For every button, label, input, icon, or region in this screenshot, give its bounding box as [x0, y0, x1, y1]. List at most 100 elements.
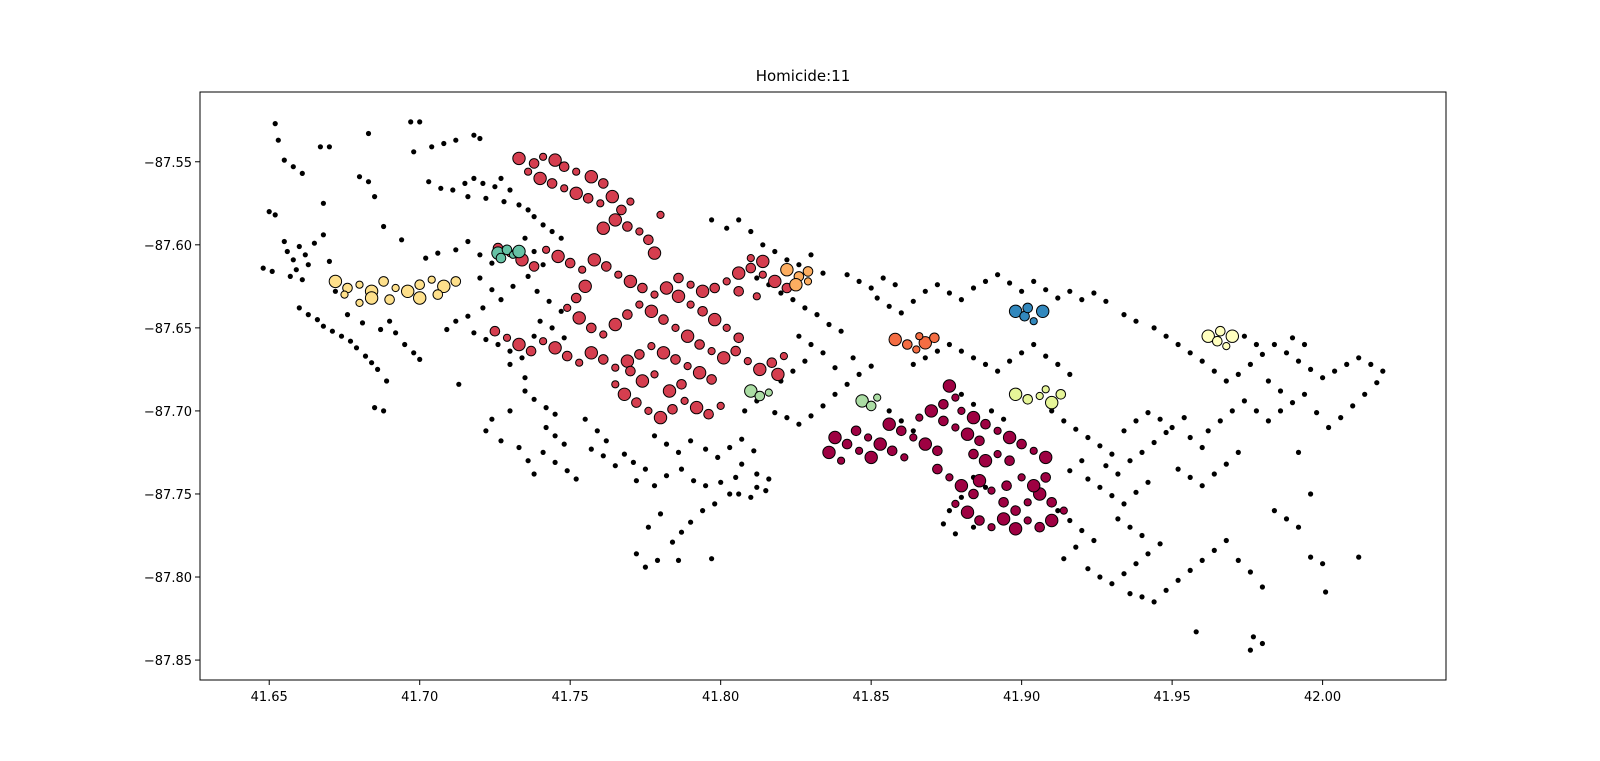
noise-point: [471, 175, 477, 181]
noise-point: [561, 335, 567, 341]
cluster-red-point: [584, 346, 598, 360]
noise-point: [898, 310, 904, 316]
noise-point: [868, 363, 874, 369]
y-tick-label: −87.60: [144, 239, 192, 254]
noise-point: [688, 519, 694, 525]
noise-point: [633, 478, 640, 484]
noise-point: [441, 140, 447, 147]
cluster-red-point: [598, 178, 609, 189]
noise-point: [299, 277, 305, 283]
noise-point: [874, 295, 880, 301]
noise-point: [796, 262, 802, 268]
noise-point: [1115, 471, 1121, 477]
cluster-darkred-point: [873, 437, 887, 451]
noise-point: [790, 368, 796, 374]
noise-point: [802, 305, 808, 311]
noise-point: [1139, 449, 1145, 455]
noise-point: [1289, 400, 1296, 406]
cluster-red-point: [528, 261, 540, 272]
cluster-red-point: [671, 323, 680, 332]
noise-point: [1001, 416, 1007, 422]
noise-point: [946, 341, 953, 348]
cluster-red-point: [622, 221, 633, 232]
cluster-red-point: [586, 322, 597, 334]
noise-point: [510, 283, 516, 289]
cluster-darkred-point: [993, 426, 1002, 435]
cluster-orange-point: [803, 277, 813, 286]
noise-point: [492, 184, 498, 190]
noise-point: [1091, 290, 1097, 296]
noise-point: [365, 179, 372, 185]
noise-point: [552, 459, 558, 465]
noise-point: [982, 484, 989, 490]
noise-point: [1115, 516, 1121, 522]
noise-point: [1097, 574, 1103, 580]
noise-point: [1187, 567, 1193, 574]
noise-point: [543, 405, 549, 411]
scatter-points: [260, 119, 1386, 653]
noise-point: [754, 275, 760, 281]
cluster-red-point: [743, 357, 752, 366]
cluster-red-point: [528, 158, 540, 169]
cluster-lightyellow-point: [1222, 342, 1231, 351]
x-tick-label: 42.00: [1304, 690, 1341, 705]
noise-point: [543, 424, 549, 431]
noise-point: [525, 207, 531, 213]
noise-point: [1223, 378, 1229, 384]
cluster-red-point: [662, 384, 677, 398]
cluster-red-point: [623, 274, 638, 289]
noise-point: [1151, 599, 1157, 605]
noise-point: [868, 285, 874, 291]
y-tick-label: −87.70: [144, 405, 192, 420]
noise-point: [531, 396, 537, 402]
noise-point: [621, 451, 628, 457]
cluster-mint-point: [754, 390, 766, 402]
cluster-darkred-point: [951, 499, 960, 508]
noise-point: [266, 209, 272, 215]
noise-point: [856, 371, 862, 377]
noise-point: [1157, 416, 1163, 422]
cluster-darkred-point: [915, 413, 924, 422]
noise-point: [1175, 466, 1181, 472]
cluster-red-point: [686, 280, 695, 289]
cluster-darkred-point: [837, 456, 846, 465]
x-tick-label: 41.70: [401, 690, 438, 705]
noise-point: [290, 257, 296, 263]
noise-point: [1127, 524, 1133, 530]
noise-point: [1295, 358, 1302, 364]
noise-point: [546, 298, 552, 304]
noise-point: [1133, 489, 1139, 495]
cluster-red-point: [622, 309, 633, 320]
noise-point: [372, 405, 378, 411]
noise-point: [1199, 444, 1205, 451]
noise-point: [1061, 418, 1067, 424]
cluster-red-point: [635, 227, 644, 236]
noise-point: [489, 416, 495, 422]
noise-point: [778, 290, 784, 296]
cluster-yellow-point: [437, 279, 451, 293]
cluster-lightyellow-point: [1215, 325, 1226, 337]
noise-point: [1295, 524, 1302, 530]
noise-point: [1205, 428, 1211, 434]
noise-point: [1157, 541, 1163, 547]
noise-point: [1308, 491, 1314, 497]
noise-point: [1265, 418, 1271, 424]
noise-point: [480, 180, 486, 186]
noise-point: [519, 355, 525, 361]
cluster-blue-point: [1022, 302, 1033, 314]
noise-point: [450, 187, 456, 193]
cluster-red-point: [683, 362, 692, 371]
noise-point: [1223, 461, 1229, 467]
cluster-orangered-point: [902, 339, 913, 350]
cluster-red-point: [601, 261, 612, 272]
noise-point: [378, 326, 384, 333]
noise-point: [359, 320, 366, 326]
cluster-red-point: [689, 400, 704, 415]
noise-point: [940, 521, 947, 527]
noise-point: [429, 144, 435, 150]
noise-point: [1145, 479, 1151, 485]
noise-point: [958, 348, 965, 354]
noise-point: [1145, 551, 1151, 557]
noise-point: [733, 474, 739, 480]
noise-point: [796, 333, 802, 339]
